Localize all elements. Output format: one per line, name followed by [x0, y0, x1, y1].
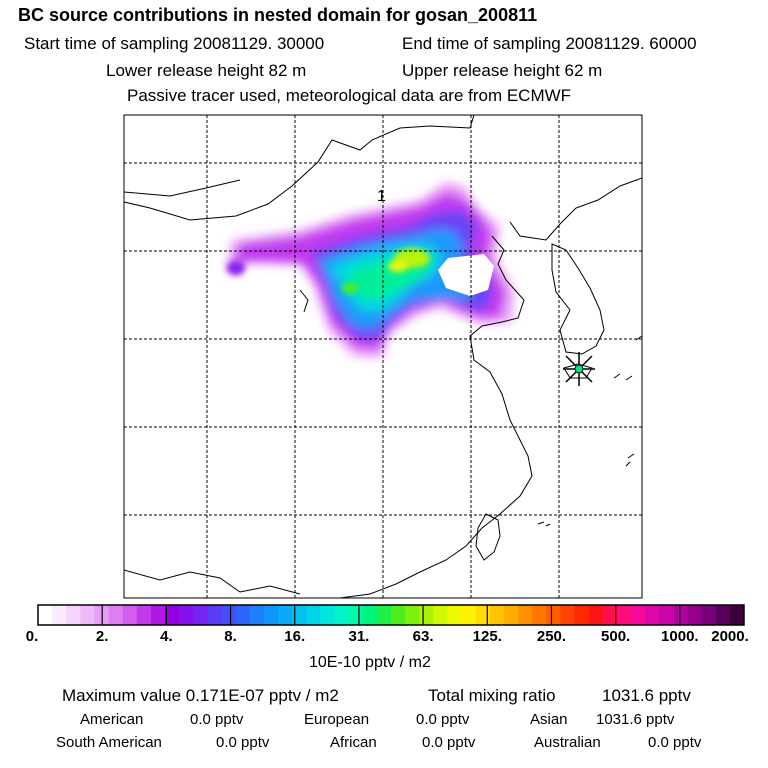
colorbar-cell: [263, 605, 279, 625]
colorbar-cell: [546, 605, 561, 625]
colorbar-cell: [306, 605, 321, 625]
american-label: American: [80, 711, 144, 728]
african-label: African: [330, 734, 377, 751]
colorbar-cell: [574, 605, 590, 625]
colorbar-cell: [631, 605, 646, 625]
colorbar-cell: [66, 605, 81, 625]
colorbar-cell: [560, 605, 576, 625]
colorbar-cell: [503, 605, 519, 625]
south-american-value: 0.0 pptv: [216, 734, 270, 751]
australian-value: 0.0 pptv: [648, 734, 702, 751]
colorbar-cell: [376, 605, 392, 625]
colorbar: [37, 604, 745, 626]
colorbar-cell: [616, 605, 632, 625]
colorbar-cell: [108, 605, 124, 625]
colorbar-cell: [320, 605, 336, 625]
colorbar-tick-label: 250.: [536, 628, 567, 645]
colorbar-cell: [518, 605, 533, 625]
colorbar-cell: [391, 605, 406, 625]
map-title: BC source contributions in nested domain…: [18, 5, 538, 25]
colorbar-units: 10E-10 pptv / m2: [309, 654, 431, 671]
colorbar-cell: [136, 605, 152, 625]
total-mixing-label: Total mixing ratio: [428, 686, 556, 705]
european-value: 0.0 pptv: [416, 711, 470, 728]
colorbar-cell: [433, 605, 448, 625]
colorbar-cell: [447, 605, 463, 625]
plume-label: 1: [377, 188, 386, 205]
colorbar-cell: [221, 605, 237, 625]
colorbar-cell: [475, 605, 491, 625]
colorbar-cell: [588, 605, 604, 625]
colorbar-cell: [249, 605, 265, 625]
colorbar-cell: [362, 605, 378, 625]
colorbar-cell: [348, 605, 364, 625]
colorbar-cell: [701, 605, 717, 625]
colorbar-cell: [419, 605, 434, 625]
colorbar-cell: [165, 605, 180, 625]
african-value: 0.0 pptv: [422, 734, 476, 751]
colorbar-cell: [52, 605, 67, 625]
colorbar-tick-label: 8.: [224, 628, 237, 645]
colorbar-cell: [150, 605, 166, 625]
map-plot: 1: [123, 114, 643, 599]
tracer-info-text: Passive tracer used, meteorological data…: [127, 86, 572, 105]
colorbar-tick-label: 500.: [601, 628, 631, 645]
concentration-plume: [226, 182, 514, 358]
american-value: 0.0 pptv: [190, 711, 244, 728]
asian-label: Asian: [530, 711, 568, 728]
start-time-text: Start time of sampling 20081129. 30000: [24, 34, 325, 53]
colorbar-cell: [687, 605, 703, 625]
coastlines: [124, 115, 642, 598]
colorbar-cell: [461, 605, 477, 625]
colorbar-cell: [278, 605, 293, 625]
colorbar-cell: [602, 605, 618, 625]
colorbar-cell: [673, 605, 689, 625]
colorbar-tick-label: 1000.: [661, 628, 699, 645]
australian-label: Australian: [534, 734, 601, 751]
colorbar-cell: [405, 605, 420, 625]
colorbar-cell: [193, 605, 208, 625]
colorbar-tick-label: 31.: [348, 628, 370, 645]
colorbar-cell: [659, 605, 674, 625]
colorbar-tick-label: 125.: [472, 628, 502, 645]
colorbar-cell: [38, 605, 53, 625]
upper-release-height-text: Upper release height 62 m: [402, 61, 603, 80]
colorbar-cell: [489, 605, 505, 625]
colorbar-cell: [235, 605, 251, 625]
colorbar-cell: [179, 605, 194, 625]
south-american-label: South American: [56, 734, 162, 751]
lower-release-height-text: Lower release height 82 m: [106, 61, 307, 80]
colorbar-cell: [122, 605, 138, 625]
colorbar-tick-label: 2.: [95, 628, 109, 645]
european-label: European: [304, 711, 370, 728]
colorbar-tick-label: 4.: [160, 628, 173, 645]
colorbar-cell: [207, 605, 223, 625]
end-time-text: End time of sampling 20081129. 60000: [402, 34, 697, 53]
colorbar-tick-label: 63.: [412, 628, 434, 645]
asian-value: 1031.6 pptv: [596, 711, 675, 728]
colorbar-cell: [715, 605, 731, 625]
colorbar-tick-label: 0.: [25, 628, 39, 645]
total-mixing-value: 1031.6 pptv: [602, 686, 691, 705]
max-value-text: Maximum value 0.171E-07 pptv / m2: [62, 686, 339, 705]
colorbar-tick-label: 2000.: [711, 628, 749, 645]
colorbar-cell: [645, 605, 660, 625]
receptor-star-icon: [563, 352, 595, 386]
colorbar-cell: [292, 605, 307, 625]
colorbar-cell: [532, 605, 547, 625]
colorbar-cell: [334, 605, 350, 625]
colorbar-tick-label: 16.: [284, 628, 306, 645]
grid-lines: [124, 115, 642, 598]
colorbar-cell: [80, 605, 95, 625]
colorbar-cell: [729, 605, 745, 625]
